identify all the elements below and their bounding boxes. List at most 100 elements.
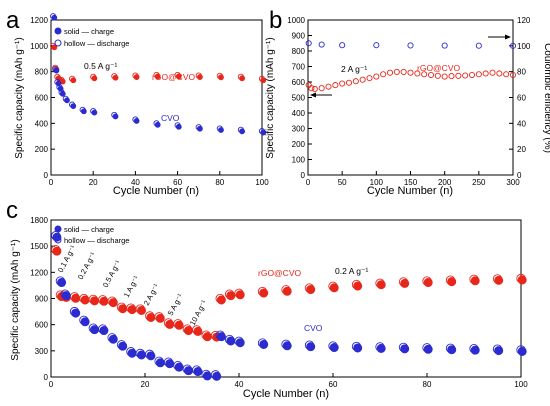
y-tick-label: 800: [292, 47, 306, 56]
data-point-solid: [99, 296, 109, 306]
data-point-hollow: [503, 71, 510, 78]
panel-c-annotation-0p5: 0.5 A g⁻¹: [101, 258, 123, 289]
data-point-solid: [127, 305, 137, 315]
data-point-hollow: [366, 75, 373, 82]
data-point-hollow: [393, 68, 400, 75]
y-tick-label: 400: [292, 109, 306, 118]
data-point-solid: [155, 358, 165, 368]
data-point-hollow: [373, 42, 380, 49]
y-tick-label: 1200: [30, 16, 48, 25]
panel-b: b 0 50 100 150 200 250 300 0100200300400500600…: [265, 7, 550, 197]
y-tick-label: 600: [35, 94, 49, 103]
panel-c-x-ticks: 0 20 40 60 80 100: [49, 373, 528, 389]
y2-tick-label: 0: [517, 171, 522, 180]
data-point-hollow: [448, 73, 455, 80]
data-point-solid: [91, 109, 98, 116]
data-point-hollow: [318, 41, 325, 48]
data-point-solid: [154, 121, 161, 128]
data-point-solid: [53, 67, 60, 74]
data-point-solid: [80, 295, 90, 305]
y-tick-label: 500: [292, 94, 306, 103]
y2-tick-label: 20: [517, 145, 526, 154]
data-point-solid: [212, 371, 222, 381]
data-point-solid: [133, 118, 140, 124]
data-point-solid: [517, 346, 527, 356]
data-point-solid: [112, 74, 119, 81]
panel-label-c: c: [6, 197, 18, 224]
data-point-hollow: [509, 42, 517, 49]
panel-c-legend-marker-solid: [54, 225, 62, 233]
data-point-hollow: [332, 82, 339, 89]
data-point-solid: [80, 108, 87, 115]
data-point-solid: [260, 77, 267, 84]
y-tick-label: 0: [301, 171, 306, 180]
data-point-solid: [51, 44, 58, 51]
data-point-solid: [376, 343, 386, 353]
data-point-solid: [51, 14, 58, 21]
data-point-solid: [470, 276, 480, 286]
data-point-solid: [91, 75, 98, 82]
x-tick-label: 80: [215, 178, 224, 187]
data-point-solid: [423, 344, 433, 354]
data-point-solid: [90, 296, 100, 306]
x-tick-label: 100: [370, 178, 384, 187]
y-tick-label: 900: [35, 295, 49, 304]
y2-tick-label: 60: [517, 94, 526, 103]
data-point-solid: [282, 286, 292, 296]
panel-a-annotation-current: 0.5 A g⁻¹: [84, 61, 117, 71]
data-point-solid: [55, 80, 62, 87]
panel-b-left-arrowhead-icon: [310, 92, 316, 98]
x-tick-label: 60: [173, 178, 182, 187]
data-point-solid: [70, 77, 77, 84]
x-tick-label: 200: [438, 178, 452, 187]
data-point-solid: [174, 320, 184, 330]
data-point-hollow: [441, 42, 448, 49]
panel-c-points: [51, 231, 527, 381]
data-point-hollow: [455, 72, 462, 79]
data-point-hollow: [325, 83, 332, 90]
data-point-hollow: [509, 71, 517, 79]
data-point-solid: [193, 326, 203, 336]
data-point-hollow: [407, 69, 414, 76]
data-point-hollow: [482, 70, 489, 77]
data-point-solid: [118, 341, 128, 351]
data-point-solid: [174, 362, 184, 372]
panel-label-b: b: [269, 7, 282, 34]
data-point-hollow: [475, 71, 482, 78]
x-tick-label: 40: [235, 380, 244, 389]
x-tick-label: 300: [506, 178, 520, 187]
y-tick-label: 400: [35, 119, 49, 128]
data-point-hollow: [414, 70, 421, 77]
data-point-hollow: [427, 71, 435, 79]
data-point-solid: [447, 277, 457, 287]
data-point-solid: [329, 283, 339, 293]
data-point-solid: [184, 326, 194, 336]
data-point-solid: [165, 319, 175, 329]
data-point-solid: [470, 345, 480, 355]
data-point-solid: [218, 74, 224, 81]
data-point-hollow: [352, 78, 359, 85]
data-point-solid: [226, 336, 236, 346]
data-point-hollow: [434, 72, 441, 79]
data-point-solid: [184, 366, 194, 376]
data-point-hollow: [305, 40, 312, 47]
y2-tick-label: 100: [517, 42, 531, 51]
x-tick-label: 60: [329, 380, 338, 389]
panel-a-legend-marker-hollow: [54, 39, 62, 47]
panel-c-y-ticks: 0 300 600 900 1200 1500 1800: [30, 216, 55, 382]
x-tick-label: 80: [423, 380, 432, 389]
x-tick-label: 150: [404, 178, 418, 187]
data-point-hollow: [339, 42, 346, 49]
panel-a-y-ticks: 0 200 400 600 800 1000 1200: [30, 16, 55, 180]
data-point-solid: [400, 278, 410, 288]
data-point-solid: [260, 129, 267, 136]
data-point-solid: [127, 348, 137, 358]
y-tick-label: 200: [292, 140, 306, 149]
panel-c-annotation-10: 10 A g⁻¹: [188, 298, 209, 327]
y-tick-label: 0: [44, 171, 49, 180]
data-point-hollow: [339, 80, 346, 87]
data-point-solid: [52, 246, 62, 256]
panel-a-legend-item-2: hollow — discharge: [64, 39, 129, 48]
data-point-solid: [400, 344, 410, 354]
